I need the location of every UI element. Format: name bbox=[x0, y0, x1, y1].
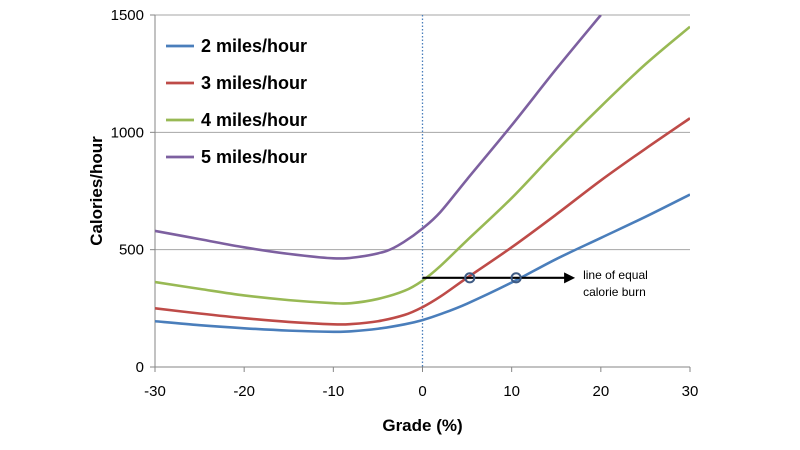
annotation-text-line1: line of equal bbox=[583, 268, 648, 282]
x-tick-label: 30 bbox=[682, 383, 699, 400]
axes bbox=[150, 14, 691, 372]
series-line-1 bbox=[155, 193, 690, 334]
y-tick-labels: 0 500 1000 1500 bbox=[111, 7, 144, 376]
series-line-2 bbox=[155, 117, 690, 326]
x-tick-label: 20 bbox=[592, 383, 609, 400]
equal-burn-marker bbox=[510, 272, 522, 284]
legend-label-2: 3 miles/hour bbox=[201, 73, 307, 93]
series-line-3 bbox=[155, 25, 690, 305]
x-tick-label: 0 bbox=[418, 383, 426, 400]
y-tick-label: 500 bbox=[119, 242, 144, 259]
arrow-head-icon bbox=[564, 272, 576, 284]
x-axis-title: Grade (%) bbox=[382, 416, 462, 435]
series-line-4 bbox=[155, 15, 602, 260]
y-tick-label: 0 bbox=[136, 359, 144, 376]
y-axis-title: Calories/hour bbox=[87, 136, 106, 246]
legend-label-3: 4 miles/hour bbox=[201, 110, 307, 130]
x-tick-label: -30 bbox=[144, 383, 166, 400]
series-lines bbox=[155, 15, 690, 334]
x-tick-label: -10 bbox=[322, 383, 344, 400]
x-tick-labels: -30 -20 -10 0 10 20 30 bbox=[144, 383, 698, 400]
equal-burn-marker bbox=[464, 272, 476, 284]
equal-burn-annotation: line of equal calorie burn bbox=[422, 268, 648, 299]
annotation-text-line2: calorie burn bbox=[583, 285, 646, 299]
legend-label-4: 5 miles/hour bbox=[201, 147, 307, 167]
y-tick-label: 1000 bbox=[111, 124, 144, 141]
x-tick-label: 10 bbox=[503, 383, 520, 400]
legend: 2 miles/hour 3 miles/hour 4 miles/hour 5 mi… bbox=[166, 36, 307, 167]
y-tick-label: 1500 bbox=[111, 7, 144, 24]
legend-label-1: 2 miles/hour bbox=[201, 36, 307, 56]
x-tick-label: -20 bbox=[233, 383, 255, 400]
equal-burn-markers bbox=[464, 272, 522, 284]
